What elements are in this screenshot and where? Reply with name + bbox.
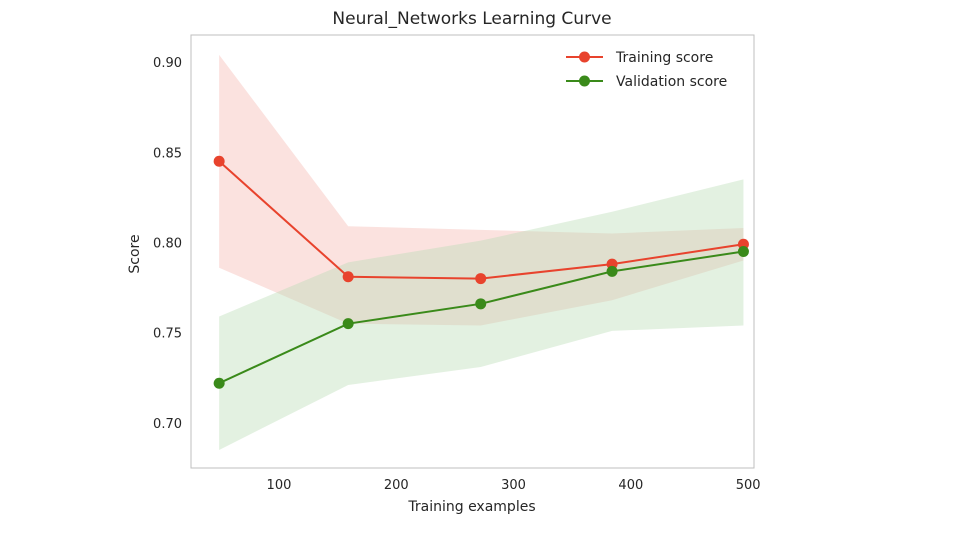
point-series-1-3 [606, 265, 618, 277]
x-axis-ticks: 100 200 300 400 500 [267, 478, 761, 493]
legend-marker-series-0 [579, 51, 590, 63]
x-tick-label: 200 [384, 478, 409, 493]
point-series-1-2 [475, 298, 487, 310]
x-tick-label: 100 [267, 478, 292, 493]
y-tick-label: 0.85 [153, 146, 182, 161]
confidence-bands [219, 54, 744, 450]
legend-label-series-0: Training score [615, 50, 713, 66]
x-axis-label: Training examples [407, 499, 535, 515]
y-tick-label: 0.75 [153, 327, 182, 342]
legend-marker-series-1 [579, 75, 590, 87]
y-tick-label: 0.70 [153, 417, 182, 432]
point-series-1-0 [213, 377, 225, 389]
y-tick-label: 0.80 [153, 236, 182, 251]
point-series-1-4 [737, 246, 749, 257]
series-points [213, 155, 749, 389]
chart-title: Neural_Networks Learning Curve [332, 9, 611, 29]
x-tick-label: 300 [501, 478, 526, 493]
y-tick-label: 0.90 [153, 56, 182, 71]
point-series-0-0 [213, 155, 225, 167]
point-series-0-2 [475, 273, 487, 285]
x-tick-label: 500 [736, 478, 761, 493]
legend: Training score Validation score [566, 50, 727, 90]
y-axis-ticks: 0.70 0.75 0.80 0.85 0.90 [153, 56, 182, 432]
y-axis-label: Score [127, 234, 143, 273]
point-series-1-1 [342, 318, 354, 330]
band-series-1 [219, 179, 744, 450]
x-tick-label: 400 [618, 478, 643, 493]
point-series-0-1 [342, 271, 354, 283]
band-series-0 [219, 54, 744, 326]
legend-label-series-1: Validation score [616, 74, 727, 90]
plot-area-frame [190, 34, 755, 469]
